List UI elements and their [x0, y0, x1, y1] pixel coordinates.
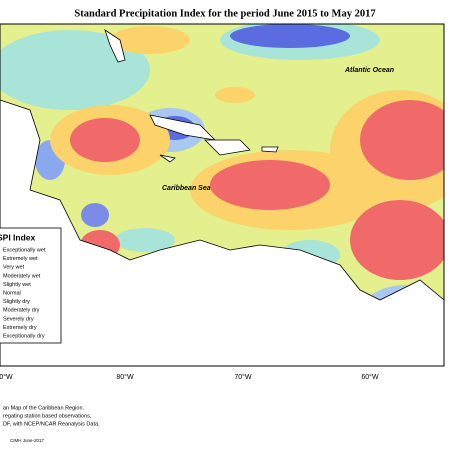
- map-title: Standard Precipitation Index for the per…: [74, 8, 375, 19]
- longitude-labels: 0°W 80°W 70°W 60°W: [0, 373, 379, 381]
- footer-line: regating station based observations,: [3, 413, 92, 419]
- legend-item: Slightly dry: [3, 299, 30, 305]
- legend-item: Severely dry: [3, 316, 34, 322]
- legend-item: Moderately dry: [3, 308, 40, 314]
- legend-item: Very wet: [3, 265, 25, 271]
- longitude-label: 60°W: [361, 373, 379, 381]
- longitude-label: 0°W: [0, 373, 13, 381]
- legend-item: Normal: [3, 290, 21, 296]
- dry-areas: [50, 26, 444, 280]
- ocean-label: Atlantic Ocean: [344, 67, 394, 74]
- legend-item: Exceptionally wet: [3, 247, 46, 253]
- longitude-label: 80°W: [116, 373, 134, 381]
- legend-item: Extremely wet: [3, 256, 38, 262]
- land: [0, 29, 444, 366]
- legend: SPI Index Exceptionally wet Extremely wet…: [0, 227, 62, 344]
- legend-item: Moderately wet: [3, 273, 41, 279]
- sea-label: Caribbean Sea: [162, 185, 211, 192]
- footer-line: an Map of the Caribbean Region.: [3, 405, 84, 411]
- legend-title: SPI Index: [0, 232, 36, 242]
- longitude-label: 70°W: [234, 373, 252, 381]
- legend-item: Extremely dry: [3, 325, 37, 331]
- footer-line: DF, with NCEP/NCAR Reanalysis Data.: [3, 421, 100, 427]
- footer: an Map of the Caribbean Region. regating …: [3, 405, 100, 427]
- legend-item: Exceptionally dry: [3, 333, 45, 339]
- map-area: [0, 23, 445, 367]
- credit: CIMH June-2017: [10, 438, 45, 443]
- legend-item: Slightly wet: [3, 282, 31, 288]
